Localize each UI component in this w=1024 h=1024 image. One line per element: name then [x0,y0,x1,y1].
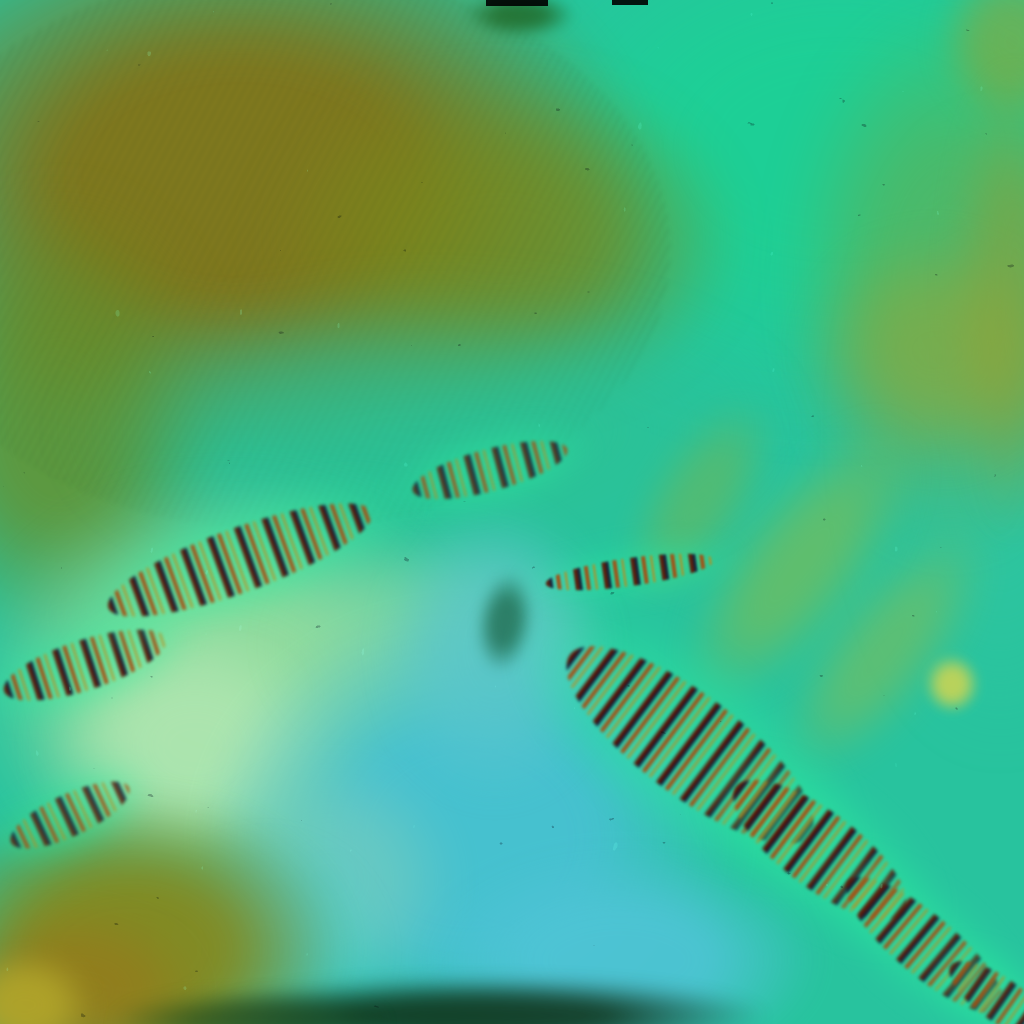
bottom-dark-strip-2 [110,992,390,1024]
top-edge-black-bar-2 [612,0,648,5]
bright-yellow-spot [924,654,980,714]
top-edge-black-bar-1 [486,0,548,6]
corner-yellow [0,950,95,1024]
